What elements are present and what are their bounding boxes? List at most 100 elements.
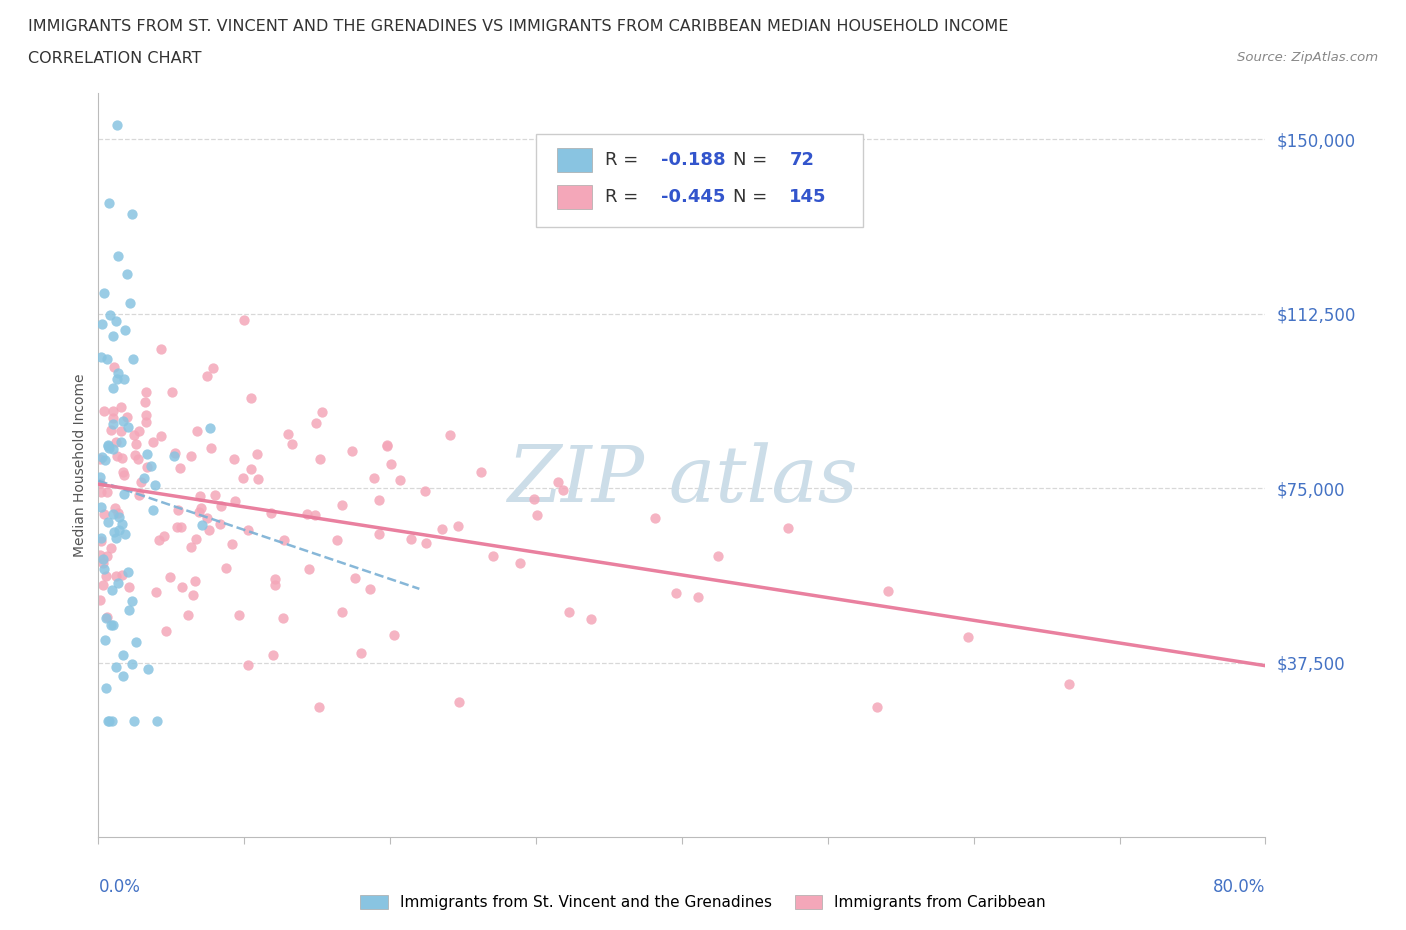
Point	[430, 522, 453, 537]
Point	[142, 434, 165, 449]
Point	[305, 416, 328, 431]
Point	[198, 523, 221, 538]
Point	[866, 699, 889, 714]
Point	[181, 588, 204, 603]
Point	[112, 648, 135, 663]
Point	[330, 604, 353, 619]
Text: R =: R =	[605, 151, 644, 169]
Point	[107, 505, 129, 520]
Point	[165, 445, 187, 460]
Point	[664, 586, 686, 601]
Point	[447, 519, 470, 534]
Point	[1057, 676, 1080, 691]
Point	[233, 313, 256, 328]
Point	[170, 519, 193, 534]
Point	[363, 471, 385, 485]
Point	[128, 423, 150, 438]
Point	[295, 507, 318, 522]
Point	[105, 118, 128, 133]
Point	[122, 713, 145, 728]
Point	[90, 350, 112, 365]
Point	[277, 427, 299, 442]
Point	[112, 372, 135, 387]
Point	[104, 313, 127, 328]
Point	[166, 519, 188, 534]
Point	[100, 541, 122, 556]
Point	[105, 660, 128, 675]
Point	[209, 516, 232, 531]
Point	[246, 446, 269, 461]
FancyBboxPatch shape	[536, 134, 863, 227]
Point	[98, 196, 121, 211]
Point	[114, 322, 136, 337]
Point	[382, 628, 405, 643]
Point	[195, 511, 218, 525]
Point	[380, 457, 402, 472]
Point	[100, 423, 122, 438]
Point	[128, 487, 150, 502]
Point	[90, 450, 112, 465]
Point	[96, 352, 118, 366]
Point	[110, 517, 132, 532]
Point	[298, 562, 321, 577]
Point	[134, 471, 156, 485]
Point	[103, 328, 125, 343]
Point	[260, 506, 283, 521]
Point	[103, 525, 125, 540]
Point	[110, 423, 132, 438]
Text: IMMIGRANTS FROM ST. VINCENT AND THE GRENADINES VS IMMIGRANTS FROM CARIBBEAN MEDI: IMMIGRANTS FROM ST. VINCENT AND THE GREN…	[28, 19, 1008, 33]
Point	[375, 438, 398, 453]
Point	[142, 503, 165, 518]
Point	[103, 618, 125, 632]
Point	[340, 444, 363, 458]
Text: 72: 72	[789, 151, 814, 169]
Point	[115, 410, 138, 425]
Point	[526, 507, 548, 522]
Point	[209, 498, 232, 513]
Point	[124, 437, 146, 452]
Point	[170, 579, 193, 594]
Point	[90, 531, 112, 546]
Point	[215, 561, 238, 576]
Point	[326, 533, 349, 548]
Point	[104, 500, 127, 515]
Point	[167, 502, 190, 517]
Point	[127, 451, 149, 466]
Point	[112, 486, 135, 501]
Point	[311, 405, 333, 419]
Point	[273, 533, 295, 548]
Point	[330, 498, 353, 512]
Point	[169, 461, 191, 476]
Point	[449, 695, 471, 710]
Point	[94, 453, 117, 468]
Point	[344, 570, 367, 585]
Point	[107, 248, 129, 263]
Point	[118, 580, 141, 595]
Text: Source: ZipAtlas.com: Source: ZipAtlas.com	[1237, 51, 1378, 64]
Legend: Immigrants from St. Vincent and the Grenadines, Immigrants from Caribbean: Immigrants from St. Vincent and the Gren…	[353, 887, 1053, 918]
Point	[180, 448, 202, 463]
Point	[263, 571, 285, 586]
Point	[688, 590, 710, 604]
Point	[108, 509, 131, 524]
Point	[111, 450, 134, 465]
Point	[141, 458, 163, 473]
Point	[271, 610, 294, 625]
Point	[350, 645, 373, 660]
Point	[308, 451, 330, 466]
Point	[221, 537, 243, 551]
Point	[90, 534, 112, 549]
Point	[96, 437, 118, 452]
Point	[97, 441, 120, 456]
Point	[103, 404, 125, 418]
Point	[94, 680, 117, 695]
Point	[101, 506, 124, 521]
Point	[389, 472, 412, 487]
Point	[118, 603, 141, 618]
Point	[415, 484, 437, 498]
Point	[202, 361, 225, 376]
Point	[129, 475, 152, 490]
FancyBboxPatch shape	[557, 185, 592, 209]
Point	[105, 448, 128, 463]
Point	[159, 569, 181, 584]
